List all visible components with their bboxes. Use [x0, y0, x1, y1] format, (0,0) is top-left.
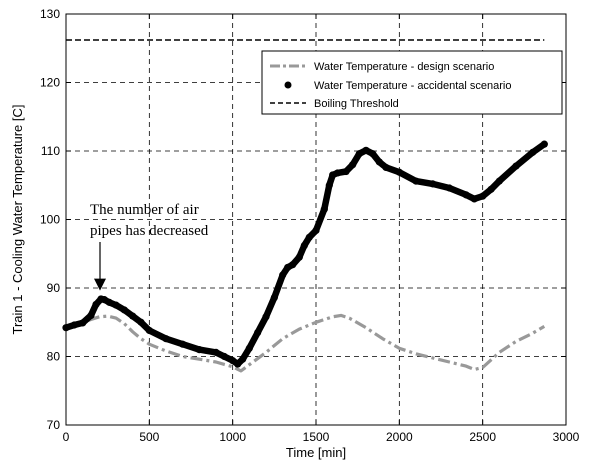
y-tick-label: 120 [40, 76, 60, 90]
accidental-scenario-point [540, 140, 548, 148]
x-tick-label: 0 [63, 430, 70, 444]
legend-item: Water Temperature - design scenario [270, 61, 494, 73]
accidental-scenario-point [445, 184, 453, 192]
accidental-scenario-point [355, 150, 363, 158]
accidental-scenario-point [79, 319, 87, 327]
accidental-scenario-point [369, 150, 377, 158]
accidental-scenario-point [279, 271, 287, 279]
accidental-scenario-point [70, 321, 78, 329]
accidental-scenario-point [395, 168, 403, 176]
accidental-scenario-point [512, 162, 520, 170]
accidental-scenario-point [245, 344, 253, 352]
accidental-scenario-series [62, 140, 548, 368]
accidental-scenario-point [92, 300, 100, 309]
annotation-line-2: pipes has decreased [90, 223, 209, 239]
accidental-scenario-point [495, 177, 503, 185]
accidental-scenario-point [129, 312, 137, 320]
legend: Water Temperature - design scenario Water… [261, 50, 563, 115]
ticks-layer: 0 500 1000 1500 2000 2500 3000 70 80 90 100 110 120 1… [40, 7, 580, 444]
accidental-scenario-point [289, 261, 297, 269]
accidental-scenario-point [479, 192, 487, 200]
legend-swatch-accidental [284, 81, 292, 89]
accidental-scenario-point [87, 311, 95, 319]
y-tick-label: 110 [41, 144, 60, 158]
x-tick-label: 2000 [386, 430, 413, 444]
accidental-scenario-point [312, 226, 320, 235]
accidental-scenario-point [320, 205, 328, 213]
legend-item: Boiling Threshold [270, 98, 399, 110]
y-tick-label: 130 [40, 7, 60, 21]
annotation-arrow-head [94, 278, 106, 291]
annotation: The number of air pipes has decreased [90, 202, 209, 291]
accidental-scenario-point [112, 301, 120, 309]
legend-label: Boiling Threshold [314, 98, 399, 110]
x-tick-label: 1000 [219, 430, 246, 444]
design-scenario-line [65, 313, 546, 373]
accidental-scenario-point [382, 163, 390, 172]
x-tick-label: 2500 [469, 430, 496, 444]
y-tick-label: 100 [40, 213, 60, 227]
x-tick-label: 3000 [553, 430, 580, 444]
accidental-scenario-point [162, 335, 170, 343]
accidental-scenario-point [375, 158, 383, 166]
series-layer [62, 39, 548, 373]
y-tick-label: 70 [47, 418, 61, 432]
accidental-scenario-point [195, 346, 203, 354]
accidental-scenario-line [62, 140, 548, 368]
accidental-scenario-point [342, 167, 350, 176]
accidental-scenario-point [220, 352, 228, 361]
y-tick-label: 80 [47, 350, 61, 364]
accidental-scenario-point [239, 355, 247, 363]
accidental-scenario-point [305, 233, 313, 241]
annotation-layer: The number of air pipes has decreased [90, 202, 209, 291]
accidental-scenario-point [487, 185, 495, 193]
accidental-scenario-point [179, 340, 187, 348]
accidental-scenario-point [234, 360, 242, 368]
x-tick-label: 1500 [303, 430, 330, 444]
accidental-scenario-point [254, 328, 262, 337]
accidental-scenario-point [362, 146, 370, 154]
accidental-scenario-point [462, 191, 470, 199]
accidental-scenario-point [349, 161, 357, 169]
accidental-scenario-point [412, 177, 420, 185]
legend-item: Water Temperature - accidental scenario [284, 80, 511, 92]
accidental-scenario-point [212, 348, 220, 356]
grid-layer [66, 14, 566, 425]
accidental-scenario-point [300, 241, 308, 250]
accidental-scenario-point [429, 180, 437, 188]
accidental-scenario-point [137, 318, 145, 326]
accidental-scenario-point [120, 306, 128, 314]
accidental-scenario-point [105, 298, 113, 306]
accidental-scenario-point [470, 195, 478, 203]
annotation-line-1: The number of air [90, 202, 199, 218]
accidental-scenario-point [270, 293, 278, 302]
legend-box [261, 50, 563, 115]
accidental-scenario-point [295, 253, 303, 261]
legend-label: Water Temperature - design scenario [314, 61, 494, 73]
x-axis-label: Time [min] [286, 445, 346, 460]
accidental-scenario-point [145, 326, 153, 335]
x-tick-label: 500 [139, 430, 159, 444]
accidental-scenario-point [334, 169, 342, 177]
legend-label: Water Temperature - accidental scenario [314, 80, 511, 92]
y-tick-label: 90 [47, 281, 61, 295]
accidental-scenario-point [325, 181, 333, 189]
accidental-scenario-point [262, 313, 270, 321]
y-axis-label: Train 1 - Cooling Water Temperature [C] [10, 105, 25, 335]
legend-items: Water Temperature - design scenario Water… [270, 61, 511, 110]
accidental-scenario-point [529, 148, 537, 156]
